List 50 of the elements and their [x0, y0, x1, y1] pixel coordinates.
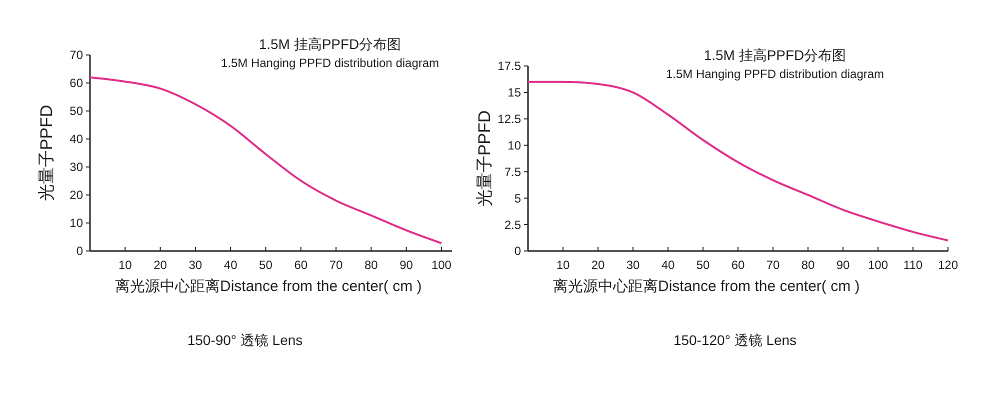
- text: 150-90° 透镜 Lens: [187, 332, 303, 348]
- x-tick-label: 100: [431, 258, 452, 272]
- x-tick-label: 10: [556, 258, 570, 272]
- y-tick-label: 10: [70, 216, 84, 230]
- y-tick-label: 20: [70, 188, 84, 202]
- y-tick-label: 2.5: [504, 218, 522, 232]
- x-axis-title: 离光源中心距离Distance from the center( cm ): [553, 278, 860, 295]
- y-tick-label: 17.5: [498, 59, 522, 74]
- y-tick-label: 0: [76, 244, 84, 258]
- y-tick-label: 7.5: [504, 164, 522, 179]
- x-tick-label: 100: [868, 258, 888, 272]
- x-tick-label: 70: [329, 258, 344, 272]
- x-tick-label: 20: [591, 258, 605, 272]
- x-tick-label: 120: [938, 258, 958, 272]
- x-tick-label: 70: [766, 258, 780, 272]
- chart-subtitle: 1.5M Hanging PPFD distribution diagram: [666, 67, 884, 81]
- x-tick-label: 50: [259, 258, 273, 272]
- y-tick-label: 40: [70, 132, 84, 146]
- line-series: [527, 80, 949, 242]
- x-tick-label: 80: [364, 258, 378, 272]
- y-tick-label: 30: [70, 160, 84, 174]
- y-tick-label: 60: [70, 76, 84, 90]
- y-tick-label: 10: [508, 138, 522, 152]
- x-tick-label: 10: [118, 258, 132, 272]
- x-tick-label: 90: [836, 258, 850, 272]
- x-tick-label: 20: [154, 258, 168, 272]
- y-tick-label: 15: [508, 86, 522, 100]
- x-tick-label: 30: [626, 258, 640, 272]
- x-tick-label: 40: [661, 258, 675, 272]
- y-tick-label: 50: [70, 104, 84, 118]
- x-tick-label: 80: [801, 258, 815, 272]
- x-tick-label: 90: [400, 258, 414, 272]
- x-tick-label: 40: [224, 258, 238, 272]
- x-tick-label: 30: [188, 258, 202, 272]
- y-tick-label: 70: [70, 48, 84, 62]
- x-axis-title: 离光源中心距离Distance from the center( cm ): [115, 278, 422, 295]
- x-tick-label: 50: [696, 258, 710, 272]
- x-tick-label: 110: [903, 258, 923, 272]
- chart-title: 1.5M 挂高PPFD分布图: [258, 36, 402, 52]
- y-tick-label: 0: [514, 244, 522, 258]
- x-tick-label: 60: [294, 258, 308, 272]
- y-axis-title: 光量子PPFD: [37, 104, 56, 202]
- y-tick-label: 5: [514, 191, 522, 206]
- y-axis-title: 光量子PPFD: [475, 110, 494, 207]
- text: 150-120° 透镜 Lens: [673, 332, 797, 348]
- chart-title: 1.5M 挂高PPFD分布图: [704, 47, 846, 63]
- line-series: [89, 76, 442, 244]
- chart-subtitle: 1.5M Hanging PPFD distribution diagram: [220, 56, 440, 70]
- y-tick-label: 12.5: [498, 112, 522, 126]
- x-tick-label: 60: [731, 258, 745, 272]
